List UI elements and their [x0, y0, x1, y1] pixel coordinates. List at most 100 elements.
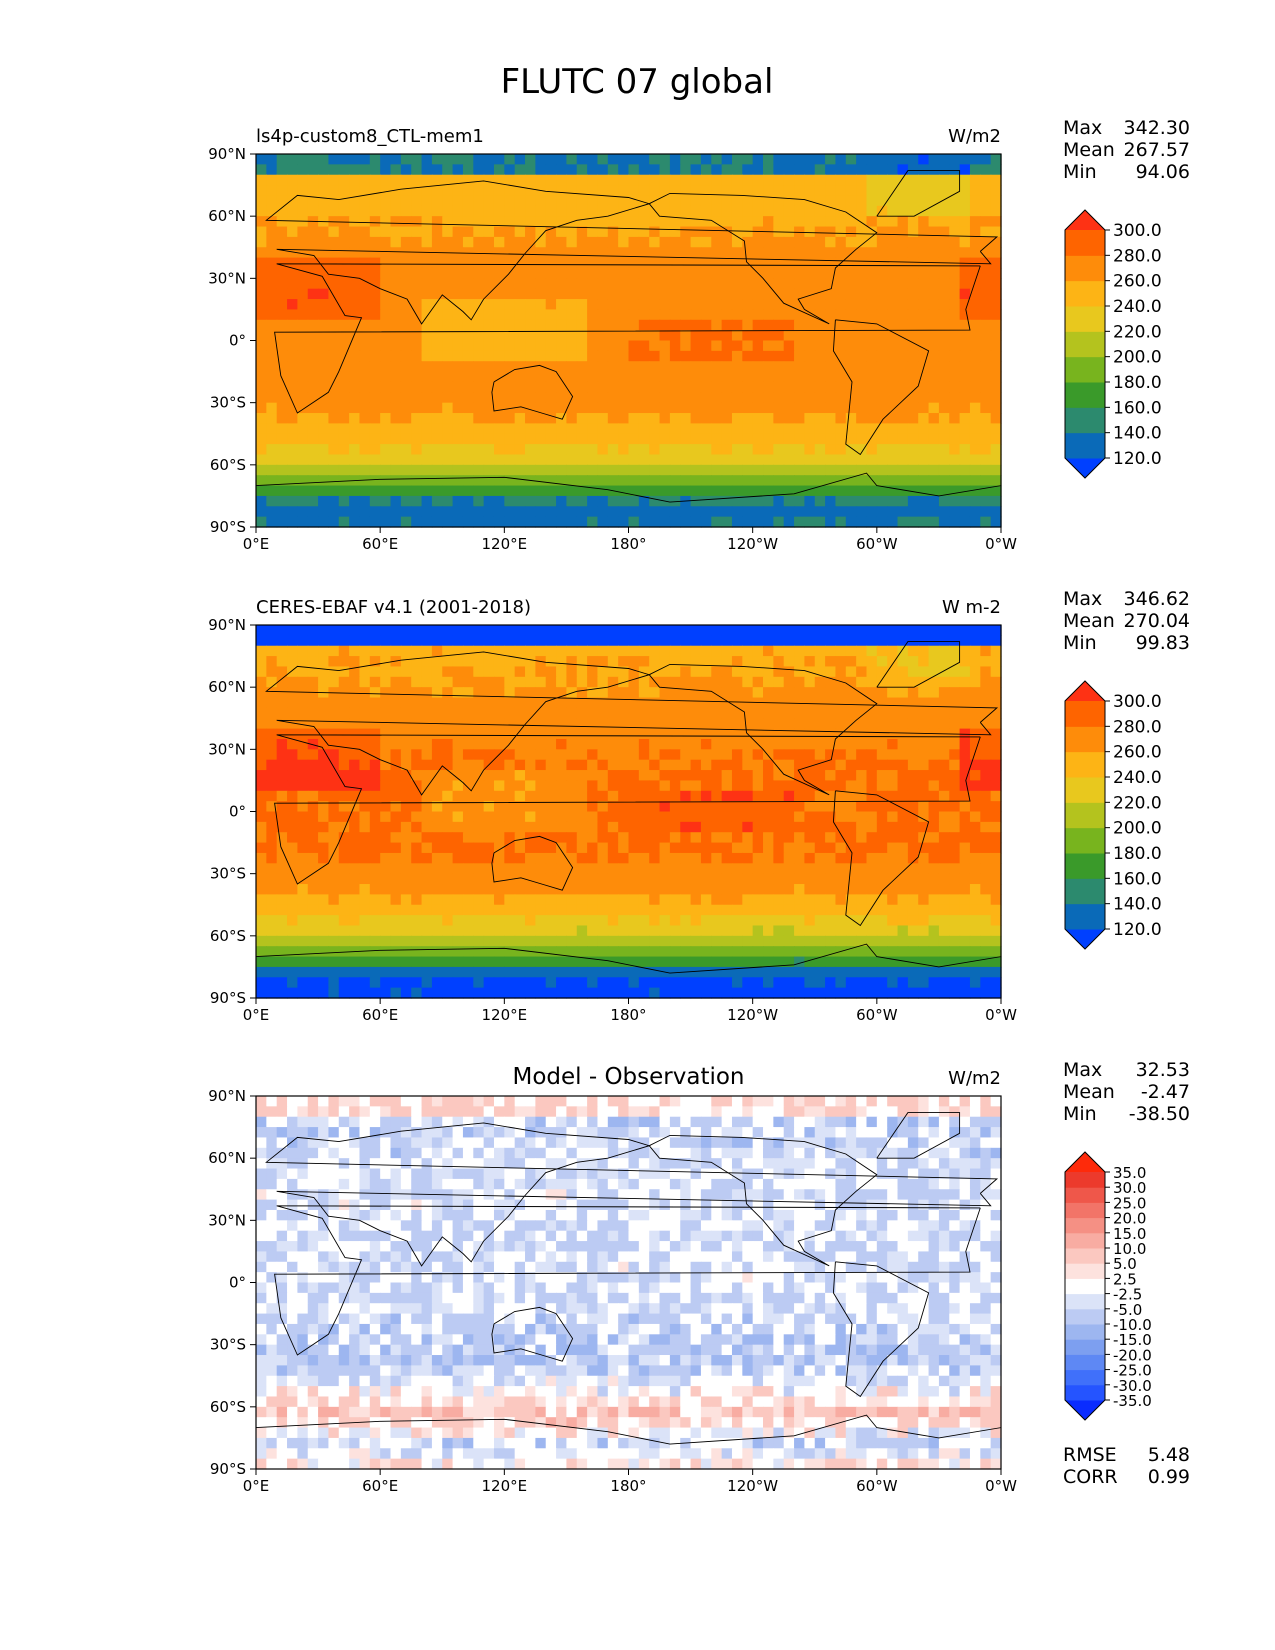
field-cell: [618, 495, 630, 507]
field-cell: [804, 257, 816, 269]
field-cell: [359, 309, 371, 321]
field-cell: [276, 164, 288, 176]
field-cell: [266, 925, 278, 937]
field-cell: [349, 361, 361, 373]
field-cell: [845, 842, 857, 854]
field-cell: [700, 402, 712, 414]
field-cell: [659, 185, 671, 197]
field-cell: [866, 475, 878, 487]
field-cell: [680, 330, 692, 342]
field-cell: [535, 635, 547, 647]
field-cell: [669, 915, 681, 927]
field-cell: [866, 863, 878, 875]
field-cell: [328, 299, 340, 311]
field-cell: [690, 749, 702, 761]
field-cell: [307, 656, 319, 668]
field-cell: [483, 185, 495, 197]
field-cell: [287, 330, 298, 342]
field-cell: [876, 174, 888, 186]
field-cell: [731, 288, 743, 300]
field-cell: [369, 174, 381, 186]
field-cell: [318, 402, 330, 414]
field-cell: [649, 749, 661, 761]
field-cell: [721, 811, 733, 823]
field-cell: [525, 154, 536, 165]
field-cell: [607, 832, 619, 844]
field-cell: [721, 749, 733, 761]
field-cell: [287, 267, 298, 279]
field-cell: [680, 738, 692, 750]
field-cell: [566, 790, 578, 802]
field-cell: [866, 697, 878, 709]
field-cell: [721, 863, 733, 875]
field-cell: [431, 350, 443, 362]
field-cell: [814, 894, 826, 906]
field-cell: [328, 884, 340, 895]
field-cell: [400, 904, 412, 916]
field-cell: [493, 267, 505, 279]
field-cell: [442, 821, 454, 833]
field-cell: [856, 185, 868, 197]
field-cell: [742, 371, 754, 383]
field-cell: [556, 485, 568, 497]
field-cell: [504, 174, 516, 186]
field-cell: [514, 205, 526, 217]
field-cell: [566, 707, 578, 719]
field-cell: [535, 832, 547, 844]
field-cell: [866, 433, 878, 445]
field-cell: [297, 381, 309, 393]
field-cell: [390, 718, 402, 730]
field-cell: [918, 811, 930, 823]
field-cell: [556, 185, 568, 197]
field-cell: [866, 687, 878, 699]
field-cell: [256, 801, 267, 813]
field-cell: [990, 278, 1002, 290]
field-cell: [700, 666, 712, 678]
field-cell: [866, 666, 878, 678]
field-cell: [493, 645, 505, 657]
field-cell: [773, 423, 785, 435]
field-cell: [276, 790, 288, 802]
field-cell: [545, 925, 557, 937]
field-cell: [700, 154, 712, 165]
field-cell: [763, 475, 774, 487]
field-cell: [256, 454, 267, 466]
field-cell: [804, 361, 816, 373]
field-cell: [390, 475, 402, 487]
field-cell: [763, 645, 774, 657]
field-cell: [400, 402, 412, 414]
field-cell: [431, 433, 443, 445]
field-cell: [721, 738, 733, 750]
field-cell: [856, 506, 868, 518]
field-cell: [907, 340, 919, 352]
field-cell: [462, 790, 474, 802]
field-cell: [866, 935, 878, 947]
field-cell: [876, 236, 888, 248]
field-cell: [556, 154, 568, 165]
field-cell: [752, 423, 764, 435]
field-cell: [711, 842, 723, 854]
field-cell: [587, 666, 599, 678]
field-cell: [483, 267, 495, 279]
field-cell: [587, 185, 599, 197]
field-cell: [411, 811, 423, 823]
field-cell: [938, 832, 950, 844]
field-cell: [452, 925, 464, 937]
field-cell: [266, 687, 278, 699]
field-cell: [400, 635, 412, 647]
field-cell: [318, 226, 330, 238]
field-cell: [680, 904, 692, 916]
field-cell: [773, 154, 785, 165]
field-cell: [597, 801, 609, 813]
field-cell: [856, 257, 868, 269]
field-cell: [649, 780, 661, 792]
field-cell: [287, 506, 298, 518]
field-cell: [431, 707, 443, 719]
field-cell: [825, 894, 837, 906]
field-cell: [318, 444, 330, 456]
field-cell: [918, 236, 930, 248]
field-cell: [400, 935, 412, 947]
field-cell: [493, 288, 505, 300]
field-cell: [504, 811, 516, 823]
field-cell: [545, 330, 557, 342]
